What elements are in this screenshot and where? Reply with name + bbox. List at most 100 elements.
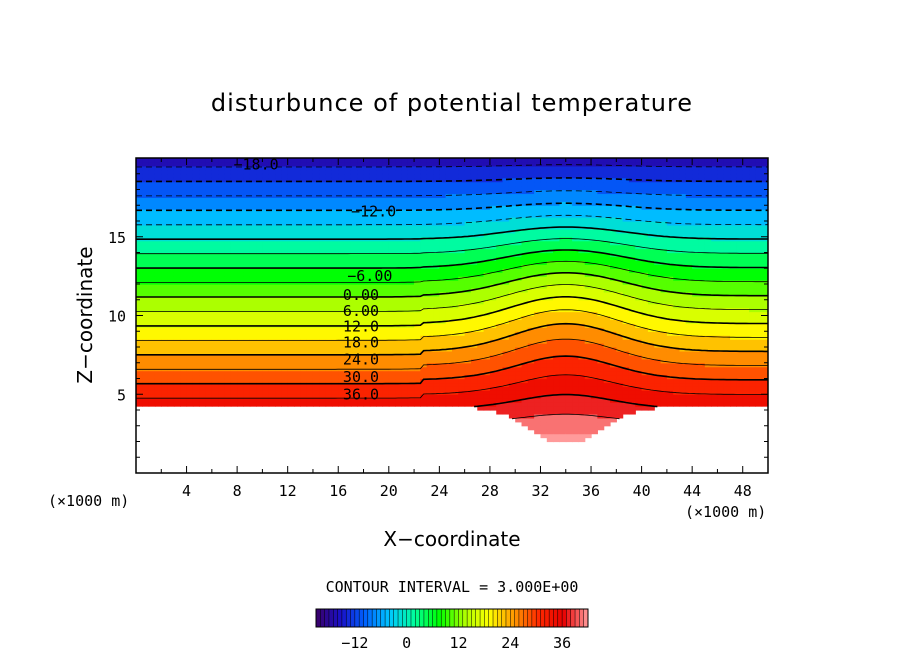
field-cell	[199, 268, 207, 273]
field-cell	[414, 331, 421, 336]
field-cell	[496, 315, 504, 321]
field-cell	[458, 224, 466, 230]
field-cell	[521, 272, 529, 277]
field-cell	[224, 248, 232, 254]
field-cell	[477, 224, 485, 230]
field-cell	[559, 350, 567, 356]
field-cell	[452, 260, 459, 265]
field-cell	[167, 386, 175, 391]
field-cell	[350, 209, 358, 214]
field-cell	[154, 343, 162, 348]
field-cell	[521, 410, 529, 415]
field-cell	[477, 370, 485, 376]
field-cell	[357, 224, 365, 230]
field-cell	[294, 343, 301, 348]
field-cell	[584, 413, 592, 419]
field-cell	[275, 350, 282, 356]
field-cell	[363, 161, 371, 167]
field-cell	[275, 394, 282, 399]
field-cell	[616, 224, 624, 230]
field-cell	[470, 362, 478, 368]
field-cell	[452, 323, 459, 328]
field-cell	[357, 335, 365, 340]
field-cell	[325, 358, 333, 364]
field-cell	[452, 350, 459, 356]
field-cell	[173, 161, 181, 167]
field-cell	[173, 158, 181, 163]
field-cell	[477, 248, 485, 254]
field-cell	[477, 307, 485, 313]
field-cell	[344, 240, 352, 246]
field-cell	[464, 240, 472, 246]
field-cell	[312, 347, 320, 352]
field-cell	[401, 382, 409, 387]
field-cell	[218, 173, 226, 179]
field-cell	[312, 165, 320, 171]
field-cell	[312, 287, 320, 293]
field-cell	[553, 287, 561, 293]
field-cell	[369, 343, 377, 348]
field-cell	[369, 402, 377, 407]
field-cell	[319, 232, 327, 238]
field-cell	[610, 319, 617, 324]
field-cell	[584, 181, 592, 187]
field-cell	[350, 205, 358, 210]
field-cell	[426, 201, 434, 206]
field-cell	[199, 315, 207, 321]
field-cell	[376, 228, 384, 234]
field-cell	[357, 177, 365, 183]
field-cell	[287, 201, 295, 206]
field-cell	[363, 252, 371, 258]
field-cell	[470, 386, 478, 391]
field-cell	[452, 244, 459, 250]
field-cell	[477, 343, 485, 348]
field-cell	[363, 347, 371, 352]
field-cell	[243, 350, 251, 356]
field-cell	[363, 248, 371, 254]
field-cell	[553, 217, 561, 222]
field-cell	[603, 421, 611, 427]
field-cell	[515, 394, 523, 399]
field-cell	[249, 374, 257, 380]
field-cell	[192, 315, 200, 321]
field-cell	[470, 240, 478, 246]
field-cell	[401, 213, 409, 218]
field-cell	[268, 362, 276, 368]
field-cell	[363, 339, 371, 344]
field-cell	[483, 256, 491, 261]
field-cell	[338, 165, 346, 171]
field-cell	[199, 158, 207, 163]
field-cell	[426, 378, 434, 384]
field-cell	[376, 252, 384, 258]
field-cell	[433, 177, 440, 183]
field-cell	[325, 295, 333, 301]
field-cell	[369, 232, 377, 238]
field-cell	[344, 303, 352, 309]
field-cell	[572, 327, 579, 332]
field-cell	[224, 394, 232, 399]
field-cell	[414, 232, 421, 238]
field-cell	[281, 217, 289, 222]
field-cell	[199, 386, 207, 391]
field-cell	[414, 311, 421, 317]
field-cell	[508, 284, 516, 289]
field-cell	[256, 260, 263, 265]
field-cell	[136, 307, 143, 313]
field-cell	[275, 244, 282, 250]
field-cell	[357, 307, 365, 313]
field-cell	[616, 213, 624, 218]
field-cell	[192, 291, 200, 297]
field-cell	[515, 350, 523, 356]
field-cell	[319, 193, 327, 198]
field-cell	[540, 358, 548, 364]
field-cell	[287, 398, 295, 403]
field-cell	[616, 323, 624, 328]
field-cell	[470, 201, 478, 206]
field-cell	[306, 268, 314, 273]
field-cell	[331, 205, 339, 210]
field-cell	[521, 217, 529, 222]
field-cell	[603, 390, 611, 395]
field-cell	[376, 268, 384, 273]
field-cell	[376, 378, 384, 384]
field-cell	[553, 347, 561, 352]
